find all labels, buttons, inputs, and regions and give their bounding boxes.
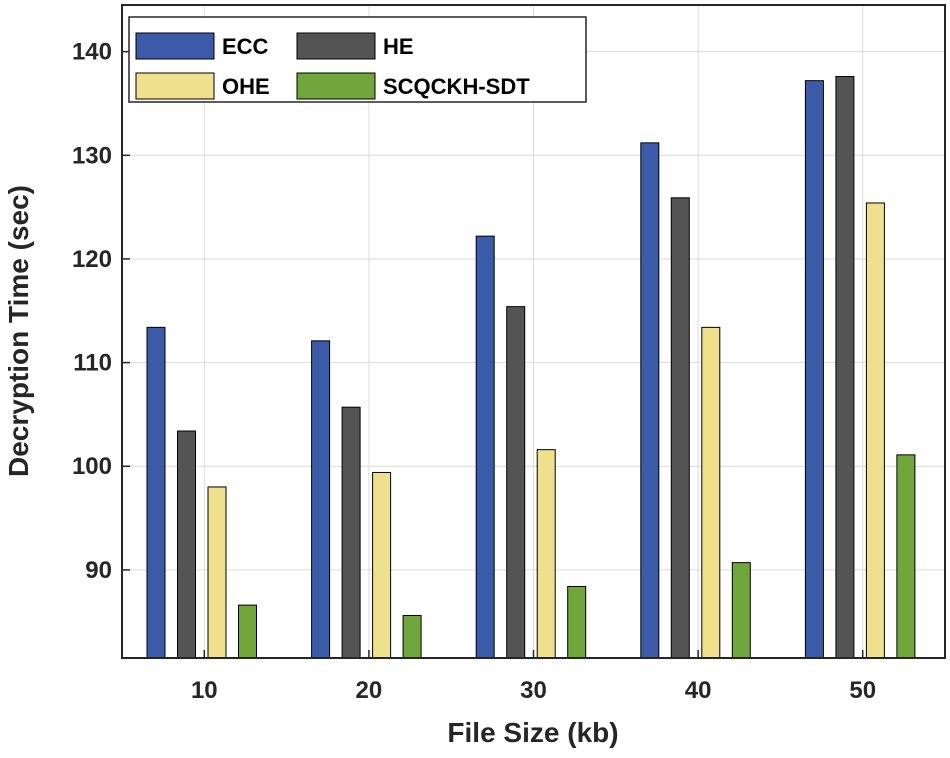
legend-swatch-ohe — [135, 72, 215, 100]
bar-ecc-30 — [475, 235, 495, 659]
y-tick-label-120: 120 — [72, 246, 112, 273]
x-tick-label-10: 10 — [191, 677, 218, 704]
bar-ohe-30 — [536, 449, 556, 659]
bar-ecc-20 — [311, 340, 331, 659]
y-tick-label-90: 90 — [85, 557, 112, 584]
bar-he-20 — [341, 406, 361, 659]
bar-scqckh-sdt-20 — [402, 615, 422, 659]
bar-he-40 — [670, 197, 690, 659]
legend-label-scqckh-sdt: SCQCKH-SDT — [383, 74, 530, 99]
bar-scqckh-sdt-30 — [567, 585, 587, 659]
bar-he-50 — [835, 76, 855, 659]
legend: ECC HE OHE SCQCKH-SDT — [128, 16, 587, 103]
bar-scqckh-sdt-10 — [238, 604, 257, 659]
bar-he-30 — [506, 306, 526, 659]
legend-swatch-ecc — [135, 32, 215, 60]
y-tick-label-130: 130 — [72, 142, 112, 169]
bar-scqckh-sdt-50 — [896, 454, 916, 659]
legend-swatch-scqckh-sdt — [296, 72, 376, 100]
x-tick-label-40: 40 — [685, 677, 712, 704]
bar-ohe-10 — [207, 486, 227, 659]
y-tick-label-110: 110 — [73, 350, 112, 377]
bar-ohe-40 — [701, 326, 721, 659]
y-tick-label-100: 100 — [72, 453, 112, 480]
legend-label-ohe: OHE — [222, 74, 270, 99]
bar-ecc-50 — [804, 80, 824, 659]
axis-ticks: 90 100 110 120 130 140 10 20 30 40 50 — [72, 39, 876, 704]
bar-ohe-50 — [865, 202, 885, 659]
x-axis-label: File Size (kb) — [447, 717, 618, 748]
x-tick-label-50: 50 — [849, 677, 876, 704]
legend-label-he: HE — [383, 34, 414, 59]
bar-ecc-10 — [146, 326, 166, 659]
x-tick-label-20: 20 — [356, 677, 383, 704]
legend-swatch-he — [296, 32, 376, 60]
bar-he-10 — [177, 430, 196, 659]
y-tick-label-140: 140 — [72, 39, 112, 66]
x-tick-label-30: 30 — [520, 677, 547, 704]
bar-ecc-40 — [640, 142, 660, 659]
grid-lines — [122, 5, 945, 658]
y-axis-label: Decryption Time (sec) — [3, 185, 34, 477]
legend-label-ecc: ECC — [222, 34, 269, 59]
bar-scqckh-sdt-40 — [731, 562, 751, 659]
bar-ohe-20 — [372, 471, 392, 659]
